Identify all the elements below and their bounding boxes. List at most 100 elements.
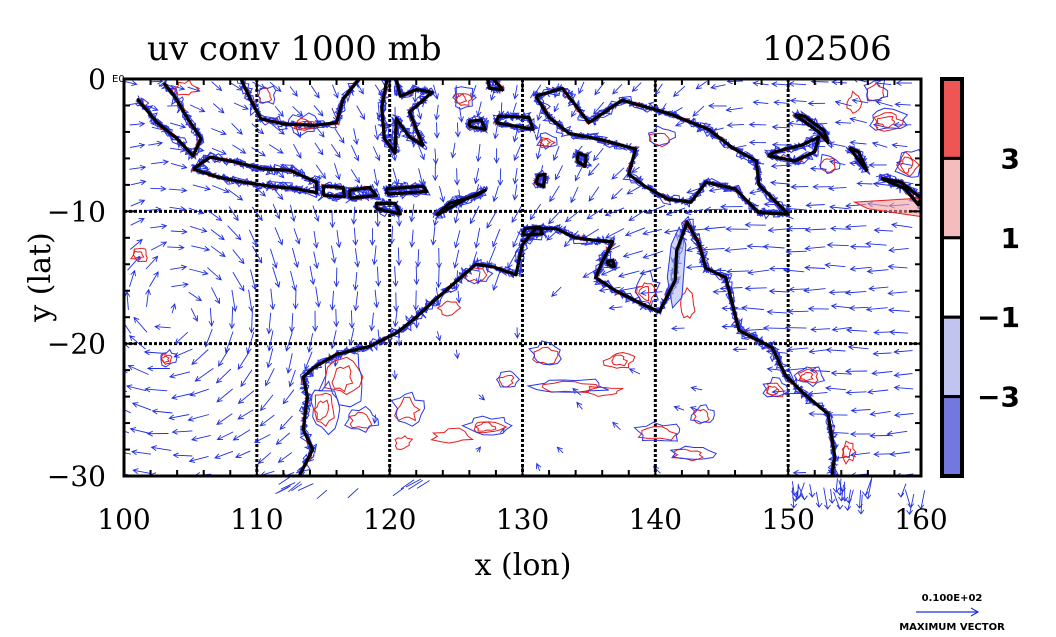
wind-vector xyxy=(259,394,274,412)
edge-wind-vector xyxy=(897,483,907,498)
wind-vector xyxy=(604,207,625,217)
chart-title: uv conv 1000 mb xyxy=(147,29,442,69)
wind-vector xyxy=(578,81,585,95)
wind-vector xyxy=(191,349,209,365)
contour-blob xyxy=(452,86,477,110)
shaded-divergence-region xyxy=(852,197,921,218)
wind-vector xyxy=(124,409,131,414)
wind-vector xyxy=(829,225,852,232)
wind-vector xyxy=(310,85,320,99)
wind-vector xyxy=(628,368,641,375)
edge-wind-vector xyxy=(856,490,863,509)
wind-vector xyxy=(438,185,446,203)
wind-vector xyxy=(373,125,380,141)
wind-vector xyxy=(349,310,355,330)
x-tick-label: 110 xyxy=(230,503,283,536)
contour-blob xyxy=(819,157,836,173)
wind-vector xyxy=(350,145,360,162)
wind-vector xyxy=(512,168,519,185)
wind-vector xyxy=(871,141,888,148)
contour-blob xyxy=(474,421,497,432)
contour-blob xyxy=(394,435,414,451)
wind-vector xyxy=(271,124,285,135)
wind-vector xyxy=(292,105,304,117)
wind-vector xyxy=(888,247,909,253)
contour-blob xyxy=(895,150,921,177)
wind-vector xyxy=(251,147,266,157)
wind-vector xyxy=(124,342,130,349)
wind-vector xyxy=(333,308,340,328)
wind-vector xyxy=(748,139,767,146)
wind-vector xyxy=(146,365,170,372)
edge-wind-vector xyxy=(828,488,836,504)
wind-vector xyxy=(887,307,910,314)
coastline-flores xyxy=(385,184,429,196)
wind-vector xyxy=(170,228,188,235)
wind-vector xyxy=(170,162,188,170)
wind-vector xyxy=(712,288,727,295)
wind-vector xyxy=(289,86,298,97)
contour-blob xyxy=(766,385,780,396)
wind-vector xyxy=(214,450,234,459)
wind-vector xyxy=(844,223,867,230)
wind-vector xyxy=(475,144,482,163)
edge-wind-vector xyxy=(347,487,359,499)
plot-area xyxy=(124,79,921,476)
wind-vector xyxy=(873,227,894,234)
wind-vector xyxy=(312,205,320,223)
wind-vector xyxy=(352,227,359,246)
wind-vector xyxy=(275,432,291,445)
edge-wind-vector xyxy=(297,483,314,491)
wind-vector xyxy=(388,225,395,245)
wind-vector xyxy=(752,99,769,106)
wind-vector xyxy=(233,102,249,110)
wind-vector xyxy=(351,206,357,225)
wind-vector xyxy=(309,265,316,286)
wind-vector xyxy=(611,167,625,180)
wind-vector xyxy=(552,145,560,162)
wind-vector xyxy=(251,123,265,135)
wind-vector xyxy=(804,264,826,271)
wind-vector xyxy=(146,430,169,437)
wind-vector xyxy=(231,122,243,135)
wind-vector xyxy=(893,121,912,128)
wind-vectors xyxy=(124,79,914,476)
wind-vector xyxy=(455,122,461,138)
wind-vector xyxy=(551,286,562,298)
wind-vector xyxy=(269,81,282,92)
origin-label: E0 xyxy=(112,74,125,85)
wind-vector xyxy=(174,331,189,345)
contour-blob xyxy=(690,404,715,424)
wind-vector xyxy=(285,332,293,352)
contour-blob xyxy=(648,132,670,148)
wind-vector xyxy=(216,413,233,425)
wind-vector xyxy=(829,204,850,211)
y-tick-label: −10 xyxy=(47,195,106,228)
x-axis-label: x (lon) xyxy=(475,548,572,583)
wind-vector xyxy=(353,291,359,312)
wind-vector xyxy=(204,328,213,348)
wind-vector xyxy=(886,430,908,437)
wind-vector xyxy=(849,116,867,124)
wind-vector xyxy=(131,402,152,411)
coastline-new-guinea xyxy=(534,86,790,216)
wind-vector xyxy=(171,282,190,288)
wind-vector xyxy=(873,451,892,458)
wind-vector xyxy=(432,163,439,182)
wind-vector xyxy=(690,385,703,392)
wind-vector xyxy=(493,148,500,164)
contour-blob xyxy=(541,380,600,394)
wind-vector xyxy=(330,245,337,264)
wind-vector xyxy=(237,390,255,405)
wind-vector xyxy=(725,226,749,232)
wind-vector xyxy=(127,255,141,271)
wind-vector xyxy=(211,81,223,92)
wind-vector xyxy=(624,227,646,237)
wind-vector xyxy=(167,244,185,251)
coastline-new-britain xyxy=(767,135,821,163)
wind-vector xyxy=(458,106,464,123)
contour-blob xyxy=(309,380,341,436)
wind-vector xyxy=(865,306,888,313)
